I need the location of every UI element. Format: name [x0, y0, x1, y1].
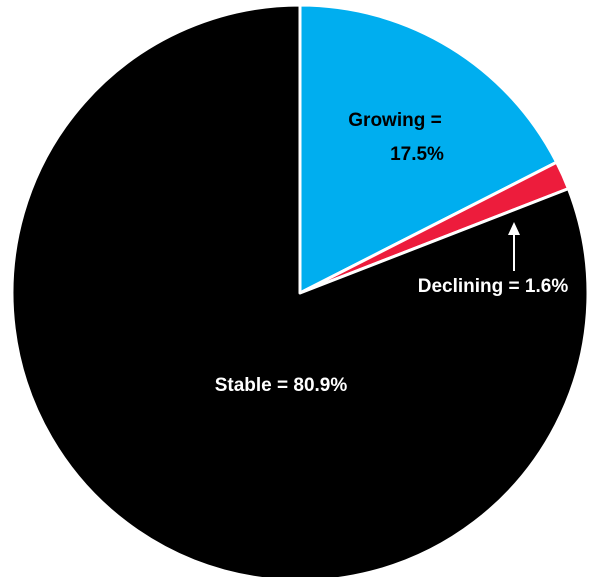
declining-label: Declining = 1.6% — [418, 276, 569, 297]
pie-slice-stable — [10, 3, 590, 577]
growing-label-line1: Growing = — [348, 110, 441, 131]
stable-label: Stable = 80.9% — [215, 375, 348, 396]
declining-arrow-head — [508, 222, 520, 235]
pie-slices — [10, 3, 590, 577]
pie-slice-growing — [298, 3, 559, 295]
slice-labels: Growing = 17.5% Declining = 1.6% Stable … — [215, 110, 569, 396]
annotations — [508, 222, 520, 271]
growing-label-line2: 17.5% — [390, 144, 444, 165]
